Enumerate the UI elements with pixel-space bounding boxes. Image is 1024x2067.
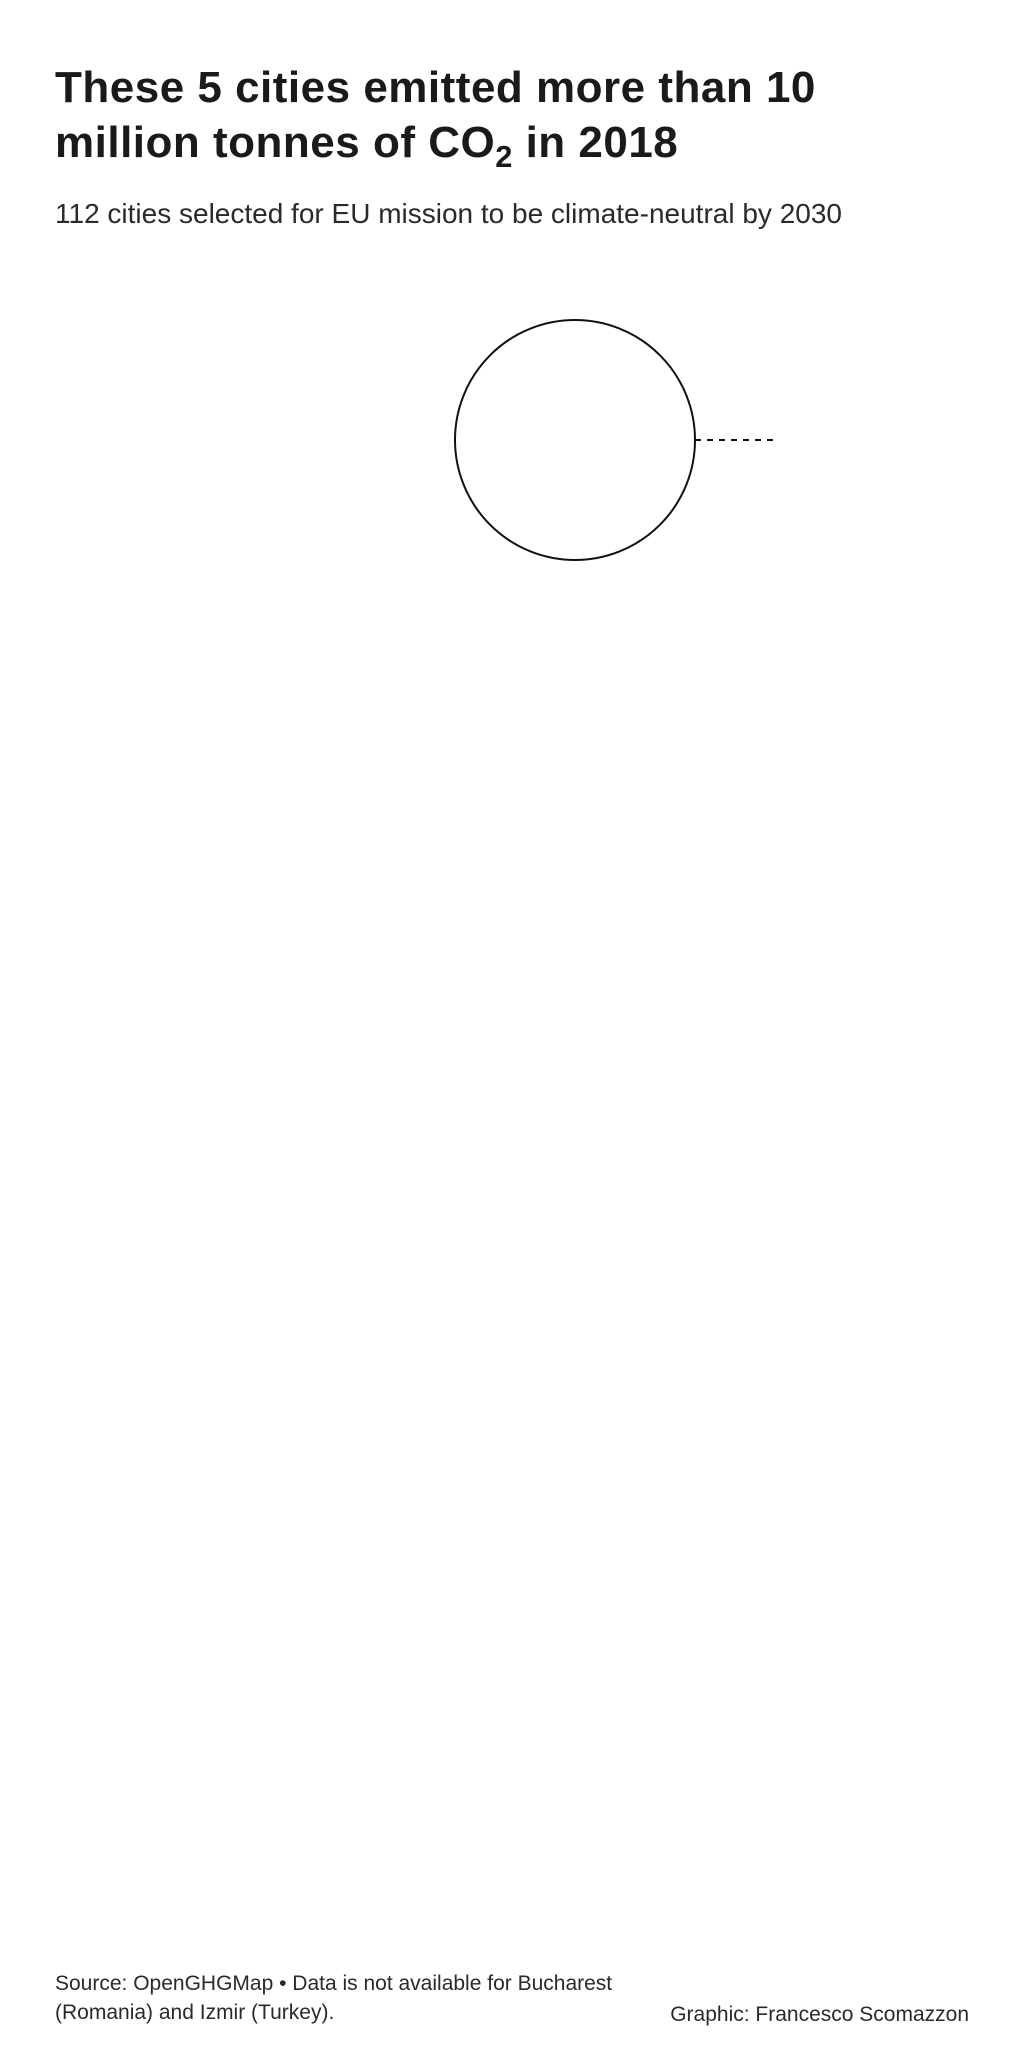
page-title: These 5 cities emitted more than 10 mill… — [55, 60, 969, 176]
chart — [55, 280, 969, 1940]
subtitle: 112 cities selected for EU mission to be… — [55, 198, 969, 230]
legend-circle — [455, 320, 695, 560]
source-text: Source: OpenGHGMap • Data is not availab… — [55, 1970, 615, 2027]
credit-text: Graphic: Francesco Scomazzon — [670, 2003, 969, 2027]
